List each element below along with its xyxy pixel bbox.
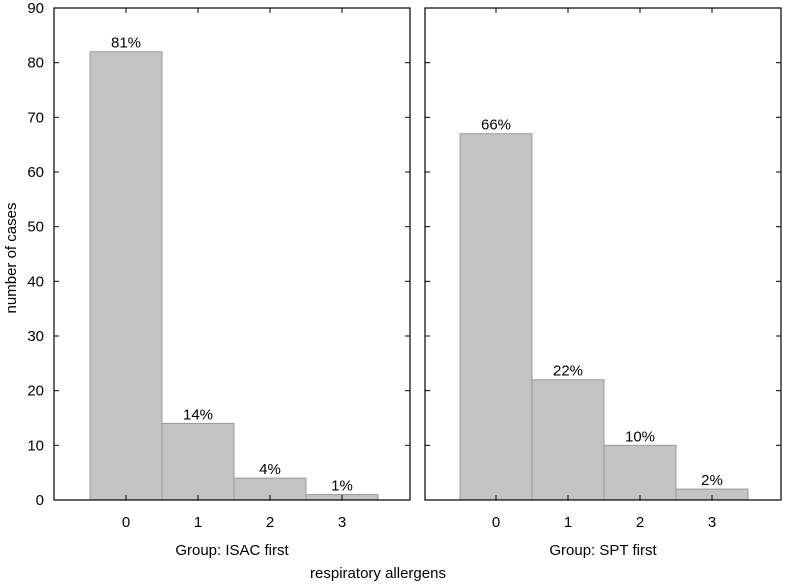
- y-tick-label: 30: [27, 328, 44, 345]
- data-label-1: 14%: [183, 406, 213, 423]
- bar-0: [89, 51, 163, 501]
- x-tick-label-1: 1: [564, 514, 572, 531]
- y-tick-label: 50: [27, 219, 44, 236]
- data-label-1: 22%: [553, 363, 583, 380]
- panel-title: Group: SPT first: [549, 542, 657, 559]
- bar-1: [531, 379, 605, 501]
- y-tick-label: 0: [36, 492, 44, 509]
- panel-isac-first: 81% 14% 4% 1% 0 1 2 3 Group: ISAC first: [53, 7, 411, 559]
- bar-1: [161, 422, 235, 501]
- y-tick-label: 20: [27, 383, 44, 400]
- y-tick-label: 90: [27, 0, 44, 17]
- x-tick-label-0: 0: [492, 514, 500, 531]
- y-tick-label: 60: [27, 164, 44, 181]
- y-tick-label: 40: [27, 273, 44, 290]
- x-tick-label-2: 2: [636, 514, 644, 531]
- x-tick-label-3: 3: [708, 514, 716, 531]
- y-tick-label: 70: [27, 109, 44, 126]
- x-tick-label-0: 0: [122, 514, 130, 531]
- y-tick-label: 80: [27, 55, 44, 72]
- data-label-2: 4%: [259, 461, 281, 478]
- panel-title: Group: ISAC first: [175, 542, 289, 559]
- data-label-2: 10%: [625, 428, 655, 445]
- data-label-0: 66%: [481, 117, 511, 134]
- x-tick-label-2: 2: [266, 514, 274, 531]
- data-label-3: 2%: [701, 472, 723, 489]
- panel-frame: [424, 7, 782, 501]
- bar-0: [459, 133, 533, 501]
- data-label-0: 81%: [111, 35, 141, 52]
- y-axis-title: number of cases: [3, 203, 20, 314]
- y-tick-label: 10: [27, 437, 44, 454]
- x-tick-label-1: 1: [194, 514, 202, 531]
- panel-frame: [53, 7, 411, 501]
- data-label-3: 1%: [331, 478, 353, 495]
- y-axis: 0 10 20 30 40 50 60 70 80 90: [27, 0, 44, 509]
- panel-spt-first: 66% 22% 10% 2% 0 1 2 3 Group: SPT first: [424, 7, 782, 559]
- x-axis-title: respiratory allergens: [310, 565, 446, 582]
- x-tick-label-3: 3: [338, 514, 346, 531]
- bar-2: [603, 444, 677, 501]
